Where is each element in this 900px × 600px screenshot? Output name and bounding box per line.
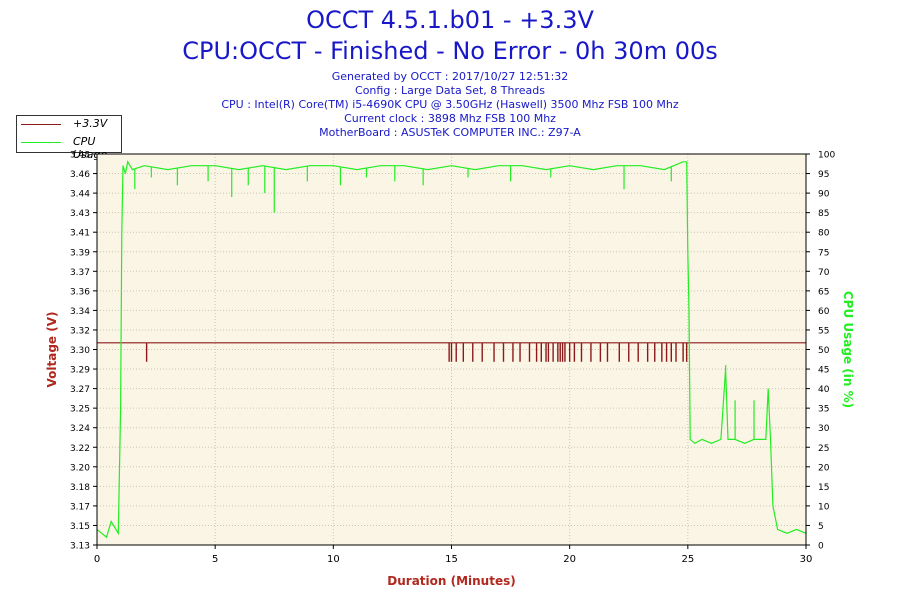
y2-tick-label: 55: [818, 326, 829, 336]
y-tick-label: 3.27: [70, 385, 90, 395]
y-tick-label: 3.13: [70, 542, 90, 552]
y2-tick-label: 45: [818, 366, 829, 376]
y-tick-label: 3.29: [70, 366, 90, 376]
chart-title-line1: OCCT 4.5.1.b01 - +3.3V: [306, 6, 594, 34]
y-tick-label: 3.48: [70, 151, 90, 161]
x-tick-label: 25: [681, 554, 694, 565]
chart-title-line2: CPU:OCCT - Finished - No Error - 0h 30m …: [182, 37, 718, 65]
y2-tick-label: 85: [818, 209, 829, 219]
y2-tick-label: 100: [818, 151, 835, 161]
cpu-usage-series-line: [96, 160, 807, 539]
x-tick-label: 0: [94, 554, 100, 565]
axes: 3.13 3.15 3.17 3.18 3.20 3.22 3.24 3.25 3.27 3.29…: [45, 151, 855, 589]
y-tick-label: 3.22: [70, 444, 90, 454]
x-tick-label: 5: [212, 554, 218, 565]
legend-swatch-voltage: [21, 124, 61, 125]
info-generated: Generated by OCCT : 2017/10/27 12:51:32: [331, 70, 569, 83]
legend-swatch-cpu-usage: [21, 142, 61, 143]
y2-tick-label: 90: [818, 190, 830, 200]
y-tick-label: 3.44: [70, 190, 90, 200]
x-tick-label: 30: [800, 554, 813, 565]
x-axis-label: Duration (Minutes): [387, 574, 515, 588]
y-tick-label: 3.39: [70, 248, 90, 258]
y-tick-label: 3.18: [70, 483, 90, 493]
y2-tick-label: 35: [818, 405, 829, 415]
y-tick-label: 3.37: [70, 268, 90, 278]
y2-tick-label: 60: [818, 307, 830, 317]
y2-tick-label: 95: [818, 170, 829, 180]
y2-tick-label: 80: [818, 229, 830, 239]
info-cpu: CPU : Intel(R) Core(TM) i5-4690K CPU @ 3…: [221, 98, 679, 111]
y-tick-label: 3.36: [70, 287, 90, 297]
series-layer: [96, 160, 807, 539]
info-motherboard: MotherBoard : ASUSTeK COMPUTER INC.: Z97…: [319, 126, 581, 139]
info-current-clock: Current clock : 3898 Mhz FSB 100 Mhz: [344, 112, 556, 125]
y-tick-label: 3.17: [70, 502, 90, 512]
x-tick-label: 20: [563, 554, 576, 565]
y2-tick-label: 65: [818, 287, 829, 297]
y2-tick-label: 10: [818, 502, 830, 512]
y2-tick-label: 15: [818, 483, 829, 493]
info-config: Config : Large Data Set, 8 Threads: [355, 84, 545, 97]
y2-tick-label: 20: [818, 463, 830, 473]
y2-tick-label: 30: [818, 424, 830, 434]
legend-label-voltage: +3.3V: [73, 117, 108, 130]
y2-tick-label: 75: [818, 248, 829, 258]
y-axis-label: Voltage (V): [45, 312, 59, 388]
y-tick-label: 3.41: [70, 229, 90, 239]
y-tick-label: 3.30: [70, 346, 90, 356]
x-tick-label: 15: [445, 554, 458, 565]
y-tick-label: 3.24: [70, 424, 90, 434]
x-tick-label: 10: [327, 554, 340, 565]
y-tick-label: 3.43: [70, 209, 90, 219]
y2-axis-label: CPU Usage (in %): [841, 291, 855, 408]
chart-legend: +3.3V CPU Usage: [16, 115, 122, 161]
y2-tick-label: 0: [818, 542, 824, 552]
y-tick-label: 3.32: [70, 326, 90, 336]
y-tick-label: 3.34: [70, 307, 90, 317]
y2-tick-label: 50: [818, 346, 830, 356]
y-tick-label: 3.25: [70, 405, 90, 415]
y2-tick-label: 70: [818, 268, 830, 278]
y-tick-label: 3.46: [70, 170, 90, 180]
legend-item-voltage: +3.3V: [17, 116, 121, 133]
y-tick-label: 3.15: [70, 522, 90, 532]
y2-tick-label: 5: [818, 522, 824, 532]
y2-tick-label: 40: [818, 385, 830, 395]
y-tick-label: 3.20: [70, 463, 90, 473]
y2-tick-label: 25: [818, 444, 829, 454]
